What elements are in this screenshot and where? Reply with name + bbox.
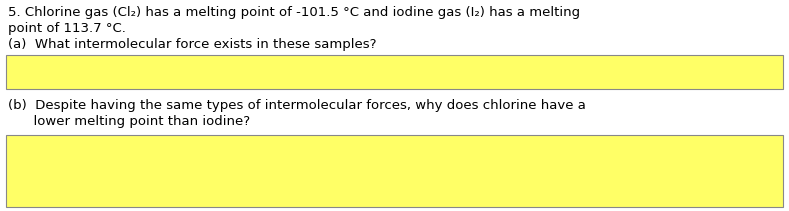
FancyBboxPatch shape (6, 55, 783, 89)
FancyBboxPatch shape (6, 135, 783, 207)
Text: (a)  What intermolecular force exists in these samples?: (a) What intermolecular force exists in … (8, 38, 376, 51)
Text: lower melting point than iodine?: lower melting point than iodine? (8, 115, 250, 128)
Text: (b)  Despite having the same types of intermolecular forces, why does chlorine h: (b) Despite having the same types of int… (8, 99, 586, 112)
Text: 5. Chlorine gas (Cl₂) has a melting point of -101.5 °C and iodine gas (I₂) has a: 5. Chlorine gas (Cl₂) has a melting poin… (8, 6, 580, 19)
Text: point of 113.7 °C.: point of 113.7 °C. (8, 22, 126, 35)
